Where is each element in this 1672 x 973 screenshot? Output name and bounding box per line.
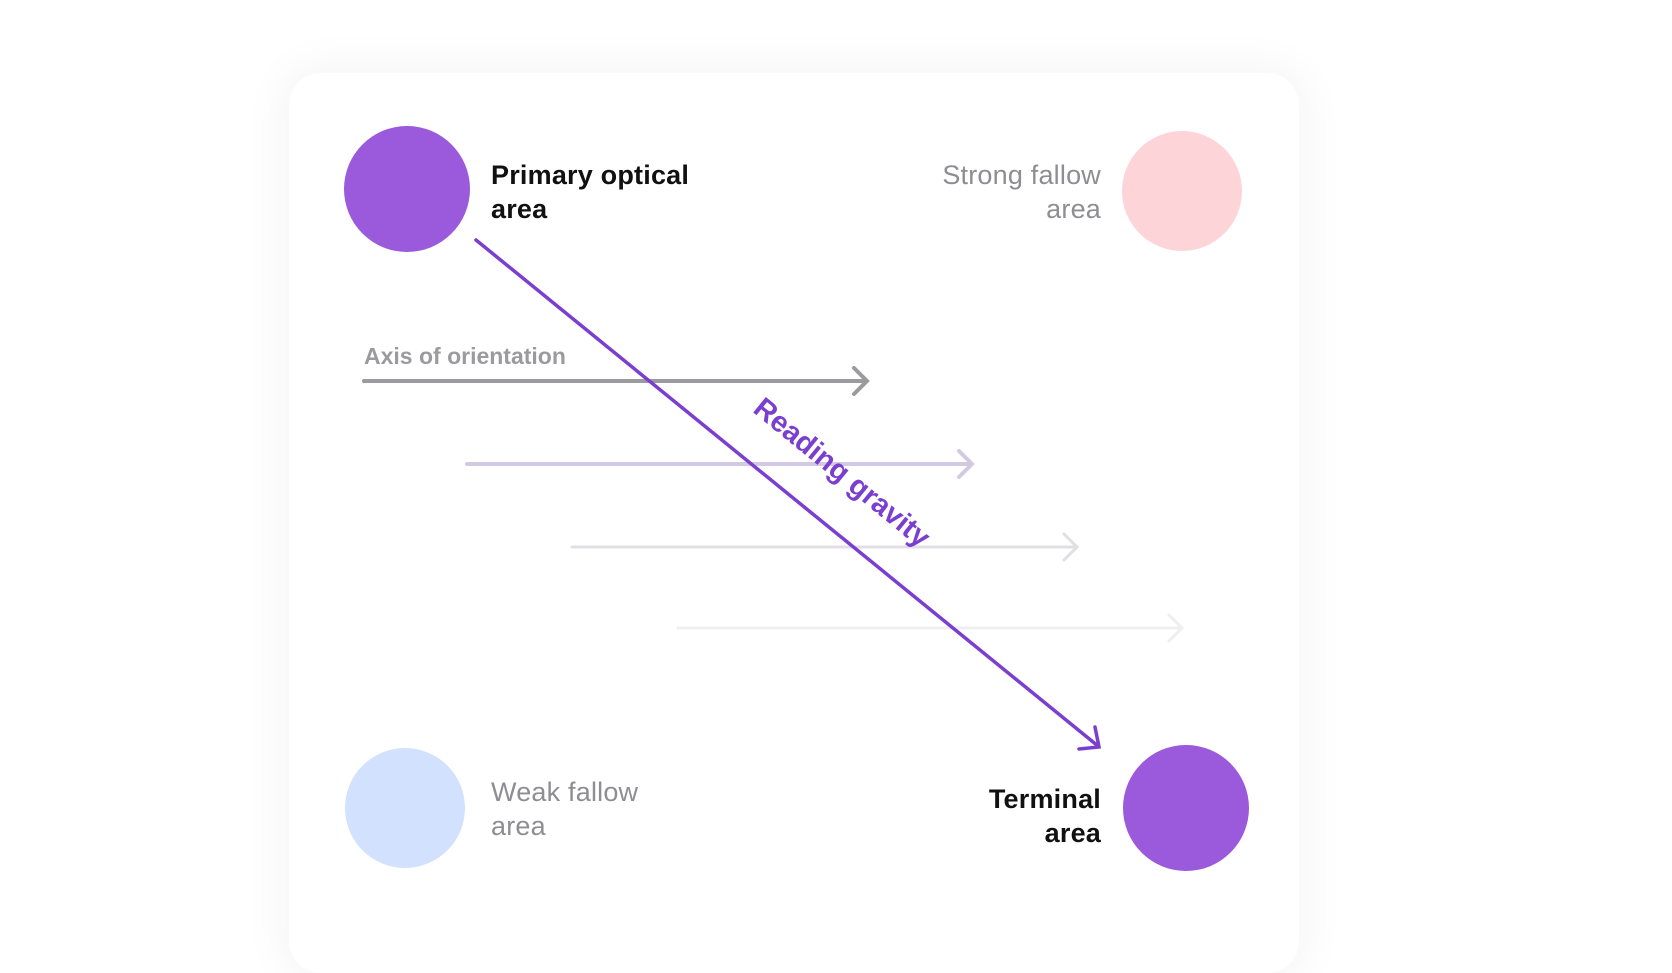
terminal-area-circle <box>1123 745 1249 871</box>
axis-of-orientation-label: Axis of orientation <box>364 343 566 369</box>
strong-fallow-area-circle <box>1122 131 1242 251</box>
axis-arrow-1 <box>362 366 870 396</box>
weak-fallow-area-circle <box>345 748 465 868</box>
diagram-canvas: Reading gravity <box>344 126 1249 871</box>
strong-fallow-area-label: Strong fallow area <box>942 160 1101 224</box>
reading-gravity-arrow <box>474 238 1102 751</box>
axis-arrow-3 <box>570 532 1080 562</box>
primary-optical-area-circle <box>344 126 470 252</box>
weak-fallow-area-label: Weak fallow area <box>491 777 639 841</box>
axis-arrow-4 <box>676 613 1185 643</box>
terminal-area-label: Terminal area <box>988 784 1101 848</box>
reading-gravity-label: Reading gravity <box>747 392 936 554</box>
axis-arrow-2 <box>465 449 975 479</box>
primary-optical-area-label: Primary optical area <box>491 160 690 224</box>
